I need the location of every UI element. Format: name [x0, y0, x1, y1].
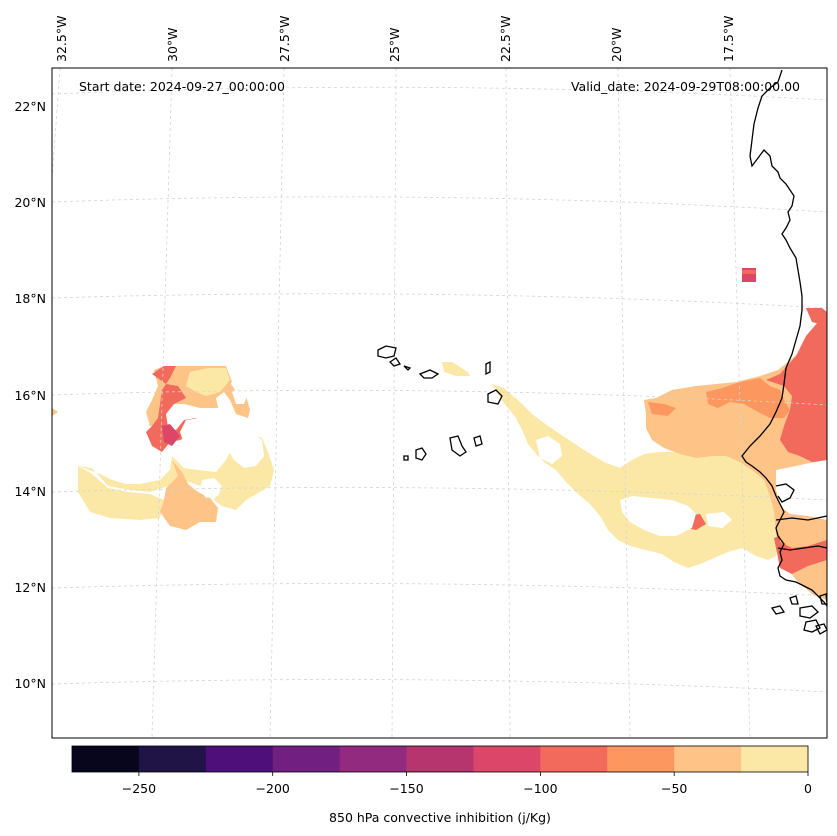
- map-area: Start date: 2024-09-27_00:00:00 Valid_da…: [51, 67, 828, 739]
- lon-label-25w: 25°W: [387, 27, 402, 62]
- colorbar-tick-labels: −250 −200 −150 −100 −50 0: [122, 781, 812, 796]
- cin-region-west-orange-2: [160, 460, 218, 530]
- lat-label-14n: 14°N: [14, 484, 46, 499]
- cin-fields: [52, 268, 827, 600]
- colorbar-swatch: [138, 746, 207, 772]
- lat-label-10n: 10°N: [14, 676, 46, 691]
- no-data-hole-6: [200, 478, 222, 498]
- cape-verde-fogo: [415, 447, 427, 461]
- start-date-label: Start date: 2024-09-27_00:00:00: [79, 79, 285, 94]
- latitude-labels: 22°N 20°N 18°N 16°N 14°N 12°N 10°N: [14, 99, 46, 691]
- cin-region-west-small: [52, 408, 58, 416]
- coastlines: [377, 69, 828, 635]
- colorbar-tick-neg200: −200: [256, 781, 290, 796]
- map-frame: [51, 67, 828, 739]
- colorbar-tick-neg50: −50: [661, 781, 687, 796]
- colorbar-tick-neg250: −250: [122, 781, 156, 796]
- cape-verde-sal: [485, 360, 491, 376]
- cape-verde-boa-vista: [487, 389, 503, 405]
- cape-verde-brava: [403, 455, 409, 461]
- cin-region-east-red: [766, 318, 827, 470]
- lon-label-30w: 30°W: [165, 27, 180, 62]
- africa-coastline: [741, 69, 828, 607]
- no-data-hole-3: [776, 460, 827, 520]
- gambia-river: [775, 515, 828, 521]
- lat-label-18n: 18°N: [14, 291, 46, 306]
- no-data-hole-7: [706, 512, 732, 528]
- colorbar-swatch: [272, 746, 341, 772]
- lon-label-27-5w: 27.5°W: [277, 16, 292, 62]
- colorbar-swatch: [406, 746, 474, 772]
- cin-region-east-red-top: [806, 308, 827, 326]
- colorbar-swatch: [72, 746, 140, 772]
- cape-verde-santa-luzia: [403, 365, 412, 371]
- colorbar-frame: [71, 745, 809, 773]
- cin-region-west-light-3: [186, 368, 230, 396]
- cin-region-east-orange-2: [706, 378, 790, 418]
- no-data-hole-5: [228, 432, 264, 468]
- colorbar-swatch: [741, 746, 809, 772]
- cin-region-central-light: [442, 362, 470, 376]
- no-data-hole-2: [620, 496, 696, 536]
- cin-region-west-light: [78, 434, 274, 510]
- cape-verde-santo-antao: [377, 345, 397, 359]
- valid-date-label: Valid_date: 2024-09-29T08:00:00.00: [571, 79, 800, 94]
- lat-label-12n: 12°N: [14, 580, 46, 595]
- colorbar-swatch: [473, 746, 541, 772]
- colorbar-tick-0: 0: [804, 781, 812, 796]
- colorbar-swatches: [72, 746, 809, 772]
- cape-verde-sao-vicente: [388, 357, 402, 367]
- no-data-hole-1: [536, 436, 562, 464]
- lat-label-22n: 22°N: [14, 99, 46, 114]
- cin-region-west-magenta: [162, 424, 180, 446]
- cin-region-central-trough: [492, 384, 778, 568]
- colorbar: −250 −200 −150 −100 −50 0 850 hPa convec…: [71, 745, 812, 825]
- longitude-labels: 32.5°W 30°W 27.5°W 25°W 22.5°W 20°W 17.5…: [54, 16, 736, 62]
- no-data-hole-4: [180, 418, 208, 446]
- cin-region-mauritania-red-2: [742, 270, 756, 274]
- lon-label-17-5w: 17.5°W: [721, 16, 736, 62]
- lon-label-32-5w: 32.5°W: [54, 16, 69, 62]
- colorbar-swatch: [339, 746, 408, 772]
- cape-verde-sao-nicolau: [418, 369, 440, 379]
- lon-label-22-5w: 22.5°W: [498, 16, 513, 62]
- cin-region-east-lower-peach: [780, 514, 827, 548]
- gridlines: [51, 67, 828, 739]
- casamance-coast: [777, 545, 828, 551]
- senegal-inlet: [775, 483, 795, 503]
- lon-label-20w: 20°W: [609, 27, 624, 62]
- cape-verde-santiago: [449, 435, 467, 457]
- colorbar-swatch: [674, 746, 742, 772]
- cin-region-west-light-2: [78, 466, 164, 520]
- cape-verde-maio: [473, 435, 483, 447]
- colorbar-tick-neg150: −150: [389, 781, 423, 796]
- colorbar-swatch: [540, 746, 608, 772]
- colorbar-title: 850 hPa convective inhibition (j/Kg): [329, 810, 551, 825]
- colorbar-swatch: [205, 746, 274, 772]
- lat-label-16n: 16°N: [14, 388, 46, 403]
- cin-region-east-peach: [648, 402, 676, 416]
- colorbar-tick-neg100: −100: [523, 781, 557, 796]
- bijagos-islands: [770, 605, 828, 635]
- colorbar-swatch: [607, 746, 675, 772]
- colorbar-ticks: [138, 772, 809, 776]
- lat-label-20n: 20°N: [14, 195, 46, 210]
